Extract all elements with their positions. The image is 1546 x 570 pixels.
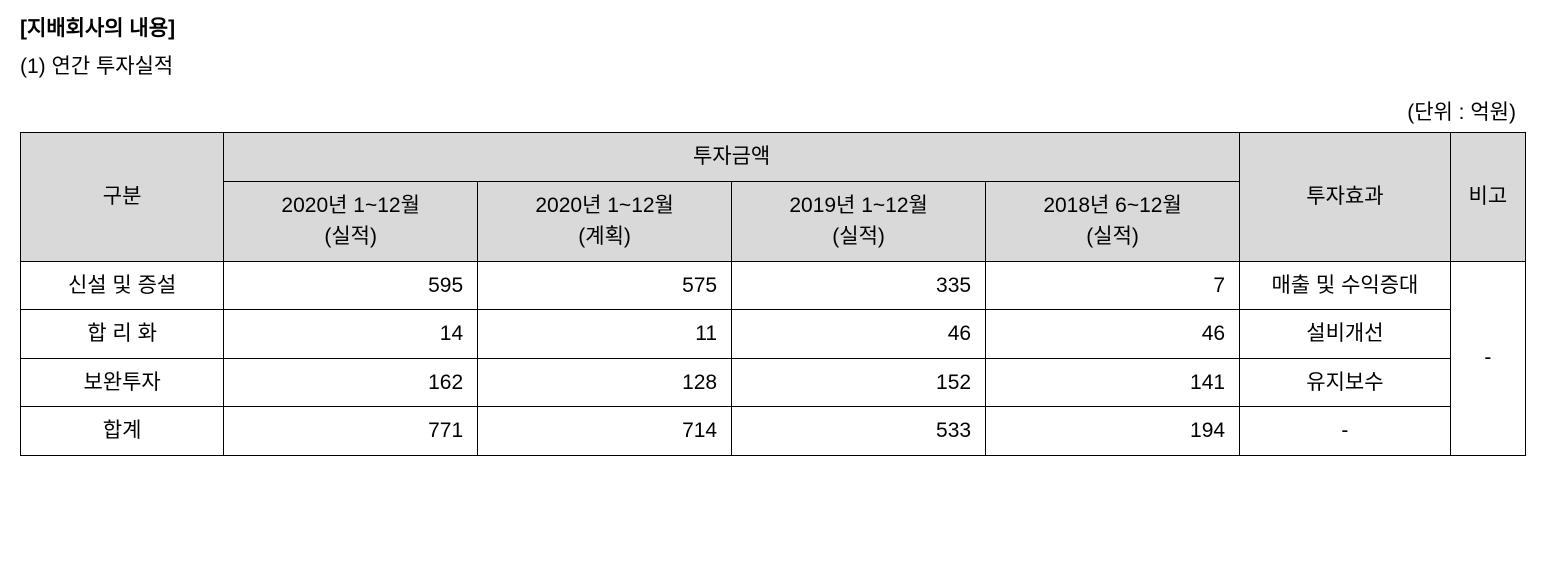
row-label: 합계	[21, 407, 224, 456]
cell-effect: 유지보수	[1240, 358, 1451, 407]
period-line2: (실적)	[996, 221, 1229, 253]
header-period-1: 2020년 1~12월 (계획)	[478, 181, 732, 261]
cell-effect: 설비개선	[1240, 310, 1451, 359]
subtitle: (1) 연간 투자실적	[20, 50, 1526, 80]
period-line1: 2020년 1~12월	[234, 190, 467, 222]
header-amount-group: 투자금액	[224, 133, 1240, 182]
cell-value: 335	[732, 261, 986, 310]
cell-value: 771	[224, 407, 478, 456]
cell-value: 194	[986, 407, 1240, 456]
header-note: 비고	[1450, 133, 1525, 262]
cell-value: 46	[732, 310, 986, 359]
cell-value: 152	[732, 358, 986, 407]
period-line2: (계획)	[488, 221, 721, 253]
period-line1: 2019년 1~12월	[742, 190, 975, 222]
table-row: 합 리 화 14 11 46 46 설비개선	[21, 310, 1526, 359]
period-line1: 2018년 6~12월	[996, 190, 1229, 222]
table-header-row-1: 구분 투자금액 투자효과 비고	[21, 133, 1526, 182]
row-label: 합 리 화	[21, 310, 224, 359]
cell-value: 7	[986, 261, 1240, 310]
cell-value: 595	[224, 261, 478, 310]
table-row-total: 합계 771 714 533 194 -	[21, 407, 1526, 456]
cell-value: 14	[224, 310, 478, 359]
row-label: 보완투자	[21, 358, 224, 407]
period-line1: 2020년 1~12월	[488, 190, 721, 222]
cell-effect: -	[1240, 407, 1451, 456]
cell-value: 575	[478, 261, 732, 310]
cell-value: 162	[224, 358, 478, 407]
table-row: 신설 및 증설 595 575 335 7 매출 및 수익증대 -	[21, 261, 1526, 310]
table-row: 보완투자 162 128 152 141 유지보수	[21, 358, 1526, 407]
header-period-3: 2018년 6~12월 (실적)	[986, 181, 1240, 261]
period-line2: (실적)	[234, 221, 467, 253]
header-period-2: 2019년 1~12월 (실적)	[732, 181, 986, 261]
period-line2: (실적)	[742, 221, 975, 253]
cell-note: -	[1450, 261, 1525, 455]
investment-table: 구분 투자금액 투자효과 비고 2020년 1~12월 (실적) 2020년 1…	[20, 132, 1526, 456]
row-label: 신설 및 증설	[21, 261, 224, 310]
cell-value: 714	[478, 407, 732, 456]
section-title: [지배회사의 내용]	[20, 12, 1526, 42]
cell-effect: 매출 및 수익증대	[1240, 261, 1451, 310]
cell-value: 46	[986, 310, 1240, 359]
header-category: 구분	[21, 133, 224, 262]
header-effect: 투자효과	[1240, 133, 1451, 262]
cell-value: 11	[478, 310, 732, 359]
unit-label: (단위 : 억원)	[20, 96, 1526, 126]
cell-value: 141	[986, 358, 1240, 407]
cell-value: 128	[478, 358, 732, 407]
header-period-0: 2020년 1~12월 (실적)	[224, 181, 478, 261]
cell-value: 533	[732, 407, 986, 456]
